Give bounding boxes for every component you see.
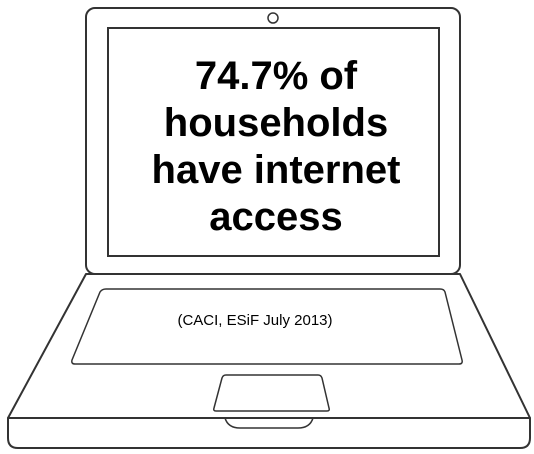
webcam-icon <box>267 12 279 24</box>
laptop-base <box>7 417 531 449</box>
headline-line-4: access <box>209 195 343 239</box>
base-notch <box>224 417 314 429</box>
laptop-screen <box>107 27 440 257</box>
source-citation: (CACI, ESiF July 2013) <box>177 312 333 329</box>
trackpad <box>213 374 330 412</box>
headline-line-1: 74.7% of <box>194 54 358 98</box>
headline-line-3: have internet <box>151 148 401 192</box>
keyboard-area <box>71 288 463 365</box>
headline-line-2: households <box>163 101 389 145</box>
